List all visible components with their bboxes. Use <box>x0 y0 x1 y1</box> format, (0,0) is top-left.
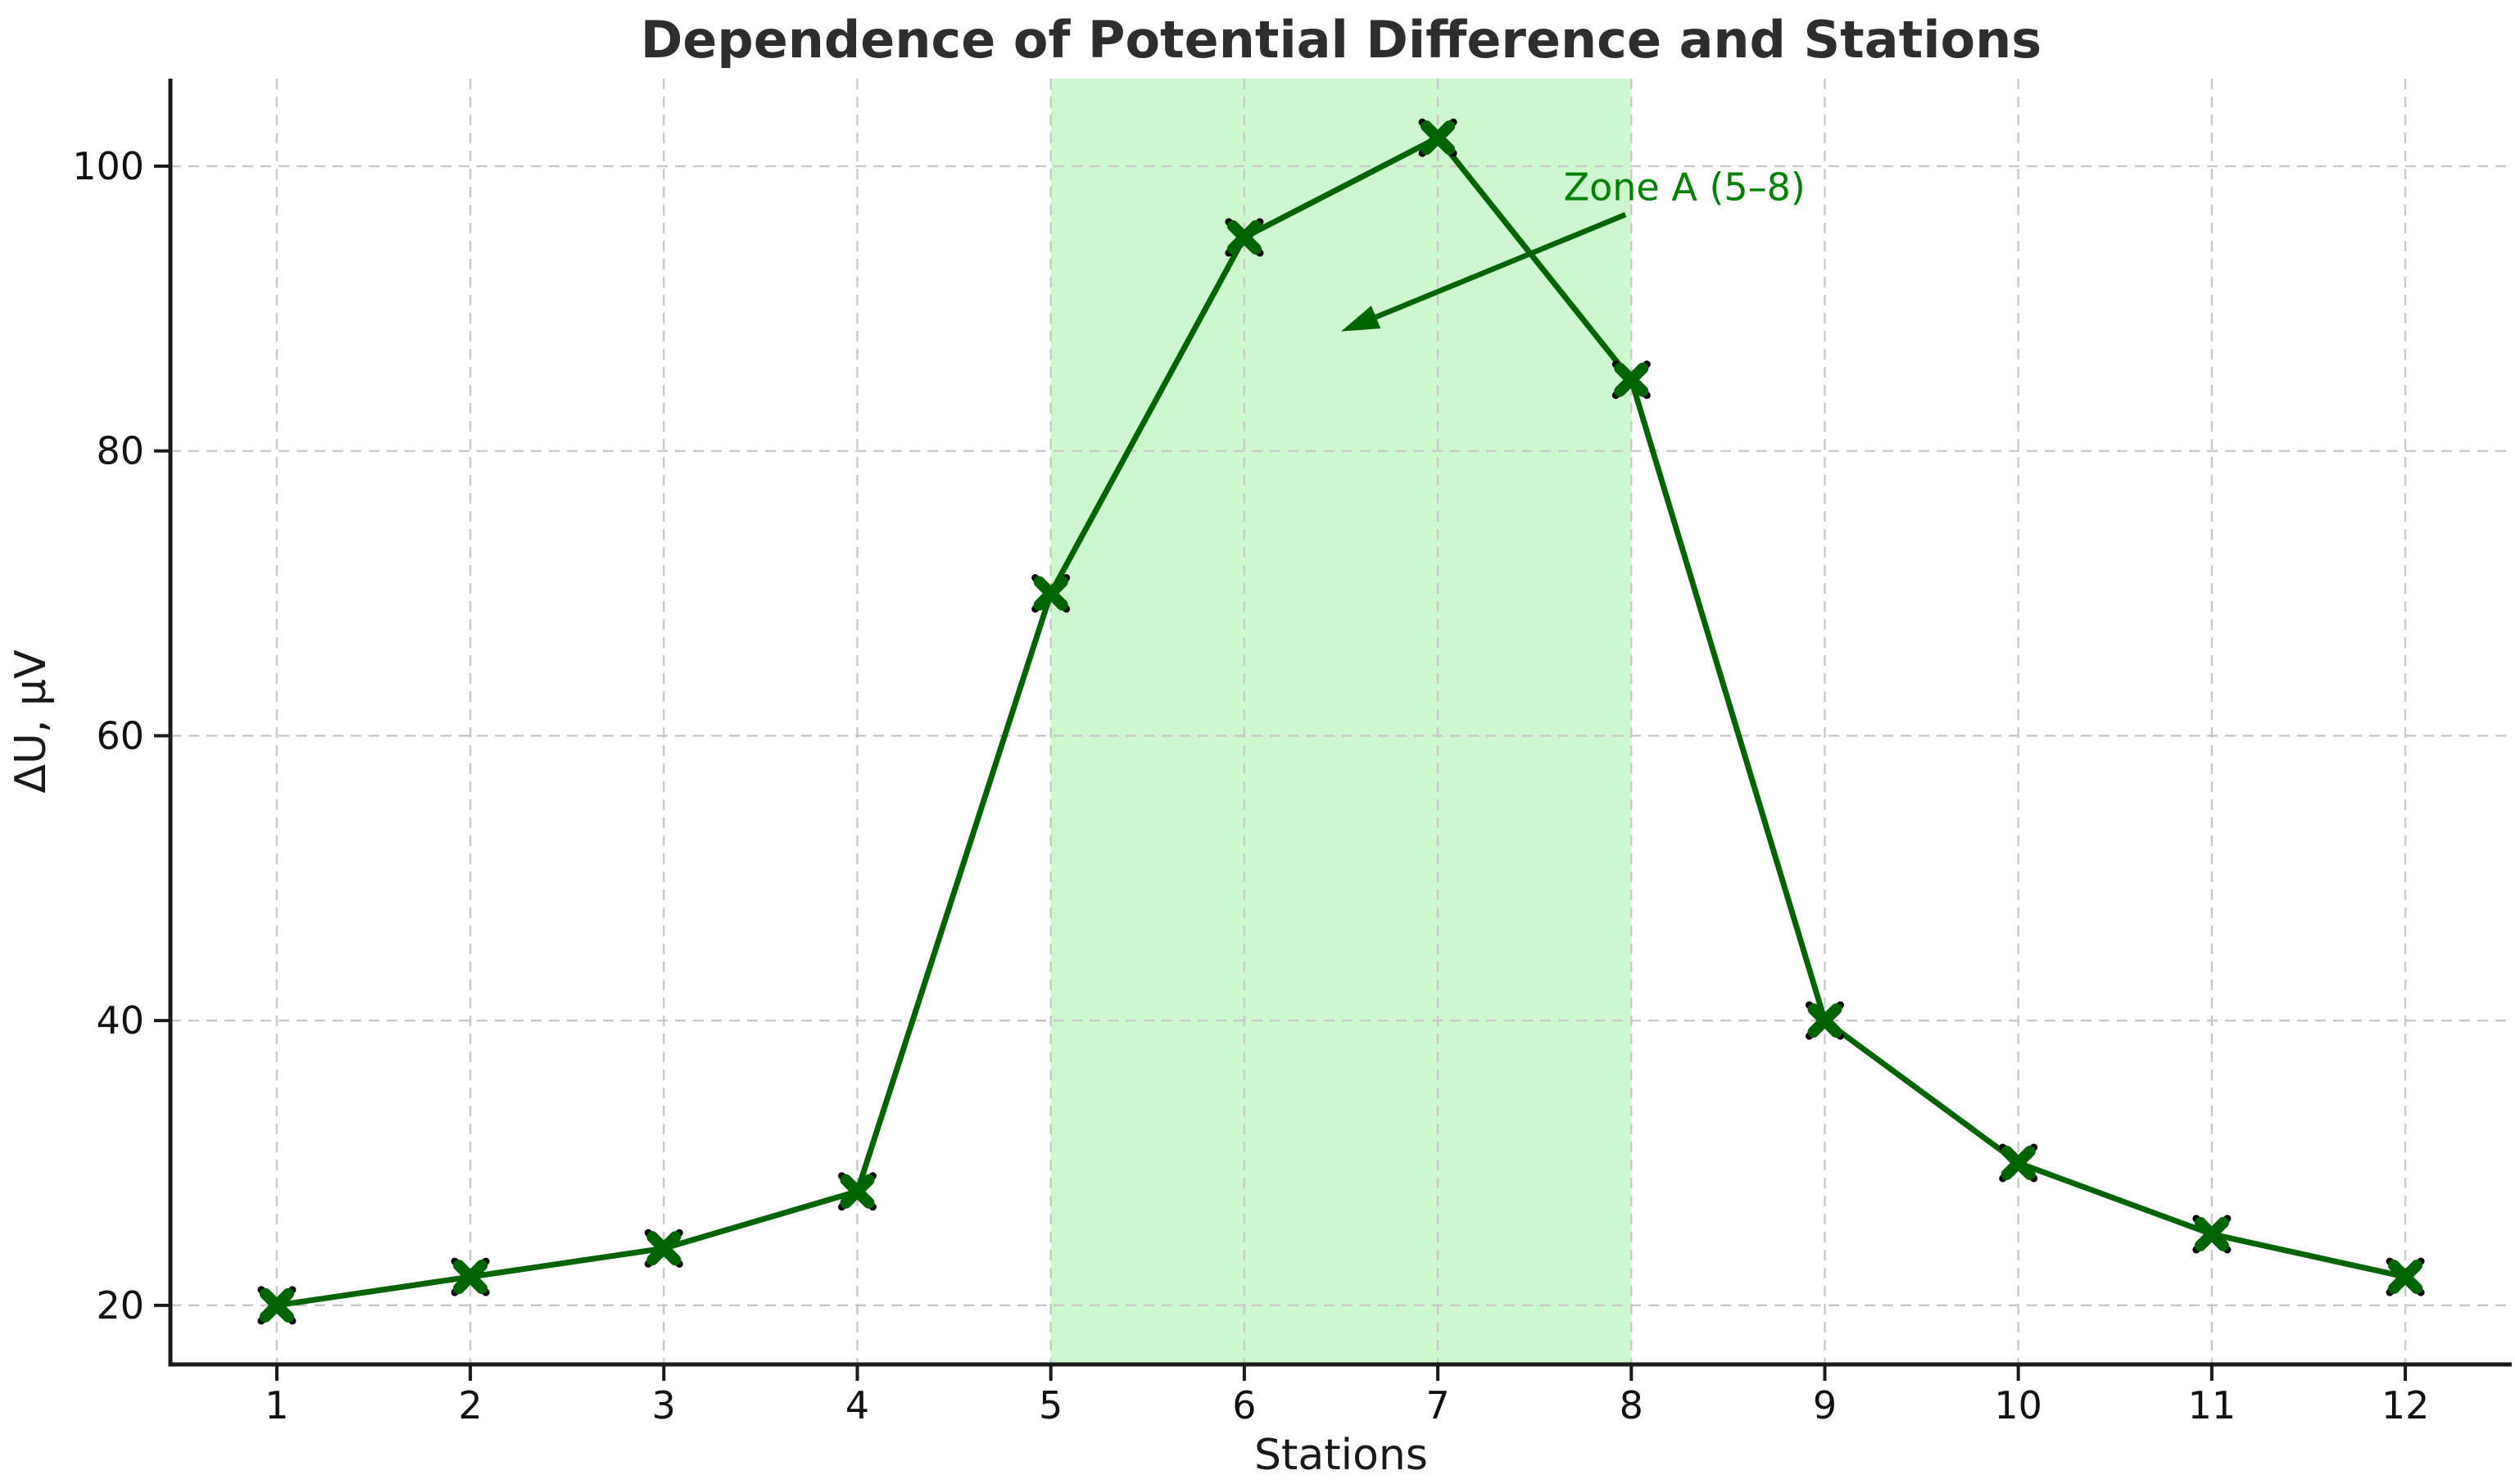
data-point-marker <box>257 1286 297 1325</box>
x-tick-label: 11 <box>2188 1383 2236 1427</box>
grid-layer <box>170 79 2512 1364</box>
x-tick-label: 9 <box>1813 1383 1837 1427</box>
x-tick-label: 3 <box>652 1383 676 1427</box>
data-point-marker <box>1999 1143 2038 1183</box>
x-tick-label: 8 <box>1620 1383 1643 1427</box>
y-axis-label: ΔU, μV <box>7 649 56 794</box>
x-tick-label: 5 <box>1039 1383 1063 1427</box>
series-line <box>274 134 2409 1309</box>
marker-face <box>2388 1260 2423 1295</box>
x-tick-label: 12 <box>2381 1383 2430 1427</box>
x-tick-label: 2 <box>458 1383 482 1427</box>
zone-band-layer <box>1050 79 1632 1364</box>
marker-face <box>1226 219 1262 255</box>
x-tick-label: 7 <box>1425 1383 1449 1427</box>
marker-face <box>2001 1145 2036 1180</box>
marker-face <box>1421 120 1456 156</box>
data-point-marker <box>1225 218 1264 257</box>
marker-face <box>1033 576 1068 611</box>
y-tick-label: 40 <box>96 998 144 1043</box>
annotation-label: Zone A (5–8) <box>1564 165 1806 210</box>
data-point-marker <box>644 1228 683 1268</box>
x-axis-label: Stations <box>1254 1431 1428 1480</box>
data-point-marker <box>1418 118 1457 157</box>
marker-face <box>1807 1003 1842 1038</box>
x-tick-label: 6 <box>1232 1383 1256 1427</box>
marker-face <box>646 1231 682 1266</box>
annotation-arrow-shaft <box>1375 212 1627 320</box>
annotation-layer <box>1341 212 1627 332</box>
y-tick-label: 20 <box>96 1283 144 1328</box>
y-tick-label: 100 <box>72 144 144 188</box>
x-tick-label: 1 <box>265 1383 288 1427</box>
zone-band <box>1050 79 1632 1364</box>
series-layer <box>257 118 2425 1325</box>
data-point-marker <box>838 1172 877 1211</box>
y-tick-label: 80 <box>96 429 144 473</box>
x-tick-label: 10 <box>1994 1383 2042 1427</box>
marker-face <box>840 1174 875 1209</box>
x-tick-label: 4 <box>845 1383 869 1427</box>
marker-face <box>259 1287 294 1323</box>
marker-face <box>1614 362 1649 397</box>
data-point-marker <box>1031 574 1071 613</box>
chart-title: Dependence of Potential Difference and S… <box>641 10 2041 70</box>
data-point-marker <box>1611 360 1651 400</box>
data-point-marker <box>451 1257 490 1296</box>
marker-face <box>2194 1216 2229 1251</box>
y-tick-label: 60 <box>96 713 144 758</box>
marker-face <box>453 1260 488 1295</box>
data-point-marker <box>2386 1257 2425 1296</box>
annotation-arrow-head <box>1341 305 1381 332</box>
data-point-marker <box>2192 1215 2232 1254</box>
data-point-marker <box>1805 1001 1844 1040</box>
